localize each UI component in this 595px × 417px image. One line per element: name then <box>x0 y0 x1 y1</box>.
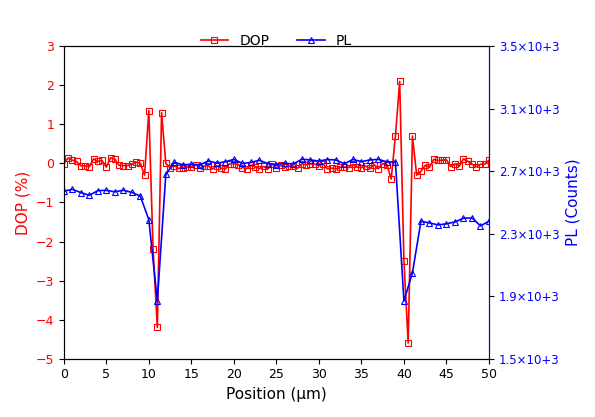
DOP <box>379 161 386 166</box>
Line: PL: PL <box>60 156 493 304</box>
DOP <box>256 166 263 171</box>
DOP <box>396 79 403 84</box>
Y-axis label: DOP (%): DOP (%) <box>15 171 30 235</box>
DOP <box>90 156 97 161</box>
PL <box>205 158 212 163</box>
PL <box>196 162 203 167</box>
Line: DOP: DOP <box>61 79 491 346</box>
PL <box>60 189 67 194</box>
PL <box>358 159 365 164</box>
DOP <box>167 165 174 170</box>
PL <box>486 219 493 224</box>
X-axis label: Position (μm): Position (μm) <box>226 387 327 402</box>
PL <box>162 172 170 177</box>
PL <box>477 224 484 229</box>
Y-axis label: PL (Counts): PL (Counts) <box>565 159 580 246</box>
DOP <box>405 341 412 346</box>
PL <box>383 159 390 164</box>
PL <box>298 157 305 162</box>
PL <box>154 299 161 304</box>
DOP <box>358 165 365 170</box>
DOP <box>60 161 67 166</box>
DOP <box>486 158 493 163</box>
Legend: DOP, PL: DOP, PL <box>195 28 358 53</box>
DOP <box>315 163 322 168</box>
